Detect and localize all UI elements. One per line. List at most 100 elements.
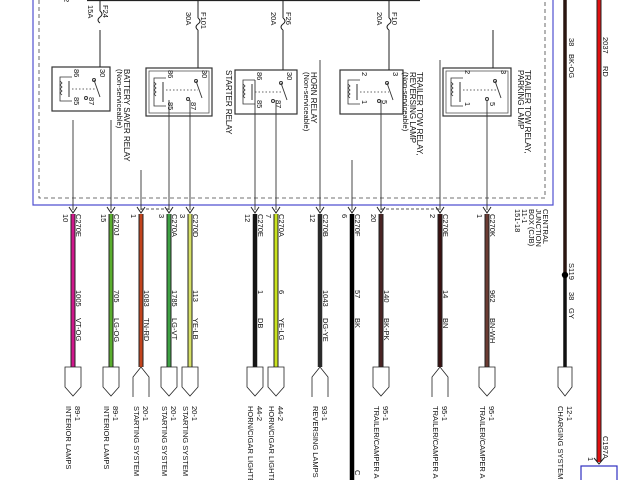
connector-arrow [347, 206, 357, 214]
dest-page: 89-1 [111, 406, 120, 421]
pin-label: 86 [166, 70, 175, 78]
cjb-line: BOX (CJB) [527, 209, 536, 247]
relay-title: PARKING LAMP [516, 70, 525, 129]
relay-title: BATTERY SAVER RELAY [122, 69, 131, 162]
fuse-rating: 20A [269, 12, 278, 25]
circuit-label: 140 [382, 290, 391, 303]
dest-page: 20-1 [169, 406, 178, 421]
connector-label: C270E [256, 214, 265, 237]
fuse-rating: 30A [184, 12, 193, 25]
pin-label: 1 [360, 100, 369, 104]
color-code-label: GY [567, 308, 576, 319]
connector-arrow [250, 206, 260, 214]
color-code-label: BK [353, 318, 362, 328]
relay-box [145, 67, 213, 117]
dest-page: 95-1 [381, 406, 390, 421]
coil-loop [450, 77, 463, 107]
pin-label: 3 [499, 70, 508, 74]
connector-arrow [315, 206, 325, 214]
cjb-label: CENTRAL JUNCTION BOX (CJB) 11-1 151-18 [513, 209, 550, 247]
pin-label: 3 [157, 214, 166, 218]
connector-label: C270D [191, 214, 200, 238]
dest-page: 12-1 [565, 406, 574, 421]
resistor-icon [153, 81, 157, 97]
connector-end [557, 366, 573, 397]
connector-label: C197A [601, 436, 610, 459]
dest-name: STARTING SYSTEM [132, 406, 141, 476]
dest-name: STARTING SYSTEM [160, 406, 169, 476]
pin-label: 2 [360, 72, 369, 76]
color-code-label: VT-OG [74, 318, 83, 342]
switch-arm [195, 80, 203, 99]
fuse-name: F24 [101, 5, 110, 18]
color-code-label: BK-OG [567, 54, 576, 78]
connector-end [64, 366, 82, 397]
switch-contact [271, 99, 275, 103]
pin-label: 30 [98, 69, 107, 77]
fuse-icon [97, 10, 103, 24]
wire-57: C270F 6 57 BK C [340, 160, 362, 480]
relay-title: TRAILER TOW RELAY, [523, 70, 532, 153]
connector-end [181, 366, 199, 397]
relay-note: (Non-serviceable) [115, 69, 124, 129]
dest-name: STARTING SYSTEM [181, 406, 190, 476]
fuse-rating: 20A [375, 12, 384, 25]
pin-label: 15 [99, 214, 108, 222]
feed-wire-38: 38 BK-OG S119 38 GY 12-1 CHARGING SYSTEM [556, 0, 576, 479]
pin-label: 20 [369, 214, 378, 222]
pin-label: 87 [189, 102, 198, 110]
splice-label: S119 [567, 263, 576, 280]
color-code-label: BN-WH [488, 318, 497, 343]
fuse-f10: F10 20A [375, 0, 399, 31]
dest-name: REVERSING LAMPS [311, 406, 320, 478]
pin-label: 5 [488, 102, 497, 106]
relay-2: 86 30 85 87 STARTER RELAY [145, 30, 233, 135]
pin-label: 2 [463, 70, 472, 74]
pin-label: 6 [340, 214, 349, 218]
relay-box [234, 69, 298, 115]
switch-arm [280, 82, 288, 101]
circuit-label: 705 [112, 290, 121, 303]
relay-5: 2 3 1 5 TRAILER TOW RELAY,PARKING LAMP [442, 30, 532, 153]
fuse-name: F10 [390, 12, 399, 25]
dest-name: HORN/CIGAR LIGHTER [267, 406, 276, 480]
connector-label: C270A [170, 214, 179, 237]
dest-name: INTERIOR LAMPS [64, 406, 73, 469]
coil-loop [153, 77, 166, 107]
connector-end [246, 366, 264, 397]
resistor-icon [347, 83, 351, 99]
switch-contact [84, 96, 88, 100]
circuit-label: 1043 [321, 290, 330, 307]
dest-name: TRAILER/CAMPER A [372, 406, 381, 479]
color-code-label: YE-LB [191, 318, 200, 340]
dest-page: 44-2 [255, 406, 264, 421]
connector-end [102, 366, 120, 397]
cjb-line: CENTRAL [541, 209, 550, 244]
color-code-label: TN-RD [142, 318, 151, 342]
cjb-internal-circuits: F24 15A F101 30A F26 20A F10 20A 86 30 85 87 BATTERY… [51, 0, 532, 162]
pin-label: 2 [428, 214, 437, 218]
relay-box [51, 66, 111, 112]
resistor-icon [59, 80, 63, 96]
fuse-rating: 15A [86, 5, 95, 18]
dest-name: C [353, 470, 362, 476]
fuse-f26: F26 20A [269, 0, 293, 31]
cjb-line: 11-1 [520, 209, 529, 223]
circuit-label: 38 [567, 38, 576, 46]
circuit-label: 1005 [74, 290, 83, 307]
color-code-label: DG-YE [321, 318, 330, 342]
connector-box [580, 465, 618, 480]
dest-name: HORN/CIGAR LIGHTER [246, 406, 255, 480]
cjb-line: JUNCTION [534, 209, 543, 247]
connector-end [267, 366, 285, 397]
pin-label: 1 [475, 214, 484, 218]
fuse-name: F26 [284, 12, 293, 25]
cjb-line: 151-18 [513, 209, 522, 232]
circuit-label: 1785 [170, 290, 179, 307]
